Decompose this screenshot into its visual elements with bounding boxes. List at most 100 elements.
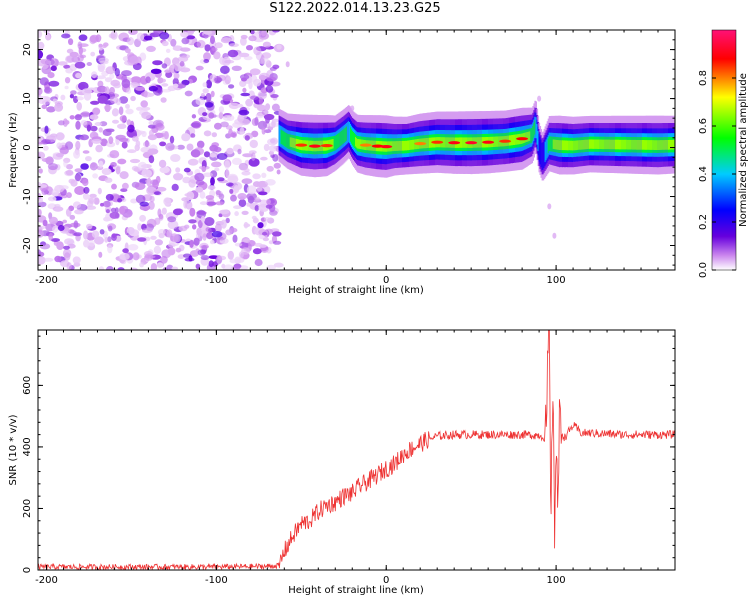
- noise-blob: [38, 209, 42, 217]
- noise-blob: [190, 149, 201, 158]
- noise-blob: [184, 224, 190, 229]
- ridge-band: [669, 139, 671, 150]
- ridge-band: [582, 140, 584, 150]
- noise-blob: [261, 109, 269, 116]
- noise-region: [38, 30, 557, 270]
- noise-blob: [203, 172, 213, 178]
- ridge-band: [651, 140, 654, 150]
- noise-blob: [171, 266, 179, 270]
- ridge-band: [510, 135, 512, 146]
- noise-blob: [199, 242, 209, 250]
- noise-blob: [159, 166, 170, 174]
- ridge-band: [446, 137, 449, 148]
- ridge-band: [634, 139, 636, 150]
- noise-blob: [82, 178, 89, 187]
- ridge-band: [526, 132, 528, 142]
- noise-blob: [170, 154, 181, 162]
- ridge-band: [278, 124, 281, 146]
- noise-blob: [195, 97, 206, 106]
- x-tick-label: -200: [35, 575, 58, 586]
- noise-blob: [154, 239, 163, 246]
- noise-blob: [51, 188, 59, 197]
- noise-blob: [185, 200, 193, 210]
- noise-blob: [232, 122, 243, 128]
- noise-blob: [197, 220, 203, 229]
- noise-blob: [196, 140, 205, 149]
- ridge-band: [497, 136, 500, 147]
- noise-blob: [55, 132, 65, 141]
- noise-blob: [105, 193, 114, 201]
- ridge-band: [635, 139, 637, 150]
- noise-blob: [169, 64, 178, 74]
- noise-blob: [167, 220, 179, 230]
- noise-blob: [66, 55, 77, 63]
- ridge-band: [335, 135, 338, 150]
- noise-blob: [110, 207, 117, 213]
- ridge-band: [545, 139, 548, 161]
- noise-blob: [108, 33, 116, 39]
- noise-blob: [234, 211, 239, 217]
- ridge-band: [569, 140, 571, 151]
- noise-blob: [105, 209, 110, 214]
- y-tick-label: 0: [22, 144, 33, 150]
- x-tick-label: -100: [205, 275, 228, 286]
- noise-blob: [262, 237, 269, 242]
- ridge-band: [541, 142, 544, 171]
- noise-blob: [62, 248, 72, 258]
- ridge-band: [666, 140, 669, 150]
- noise-blob: [264, 217, 271, 222]
- noise-blob: [219, 209, 230, 215]
- noise-blob: [224, 160, 231, 170]
- noise-blob: [261, 172, 267, 178]
- noise-blob: [89, 34, 99, 43]
- ridge-band: [496, 136, 499, 147]
- ridge-band: [556, 140, 559, 150]
- noise-blob: [47, 163, 58, 171]
- ridge-band: [658, 140, 661, 150]
- noise-blob: [214, 77, 223, 83]
- ridge-band: [598, 139, 601, 149]
- noise-blob: [214, 167, 220, 172]
- ridge-band: [295, 138, 298, 149]
- noise-blob: [234, 242, 243, 247]
- x-tick-label: 0: [383, 275, 389, 286]
- noise-blob: [203, 59, 210, 63]
- ridge-band: [644, 140, 647, 150]
- noise-blob: [146, 45, 156, 53]
- noise-blob: [143, 35, 153, 41]
- noise-blob: [152, 60, 163, 66]
- noise-blob: [186, 35, 196, 40]
- ridge-band: [355, 137, 357, 147]
- ridge-band: [284, 132, 287, 147]
- noise-blob: [160, 78, 166, 83]
- ridge-band: [567, 140, 569, 151]
- noise-blob: [92, 173, 98, 179]
- ridge-band: [410, 140, 412, 150]
- noise-blob: [38, 256, 46, 265]
- noise-blob: [239, 127, 245, 135]
- noise-blob: [204, 217, 215, 226]
- noise-blob: [273, 262, 284, 268]
- ridge-band: [354, 133, 356, 148]
- ridge-band: [536, 124, 539, 145]
- noise-blob: [54, 101, 63, 107]
- ridge-band: [412, 139, 414, 150]
- noise-blob: [41, 139, 51, 144]
- noise-blob: [52, 225, 59, 233]
- ridge-band: [427, 137, 429, 148]
- noise-blob: [69, 214, 76, 220]
- noise-blob: [136, 106, 143, 111]
- ridge-band: [408, 140, 410, 151]
- ridge-band: [288, 134, 291, 150]
- noise-blob: [248, 158, 260, 167]
- noise-blob: [175, 167, 181, 173]
- noise-blob: [209, 153, 217, 158]
- noise-blob: [226, 147, 234, 155]
- noise-blob: [104, 86, 110, 95]
- noise-blob: [183, 31, 189, 38]
- noise-blob: [266, 199, 271, 205]
- noise-blob: [167, 216, 177, 223]
- noise-blob: [204, 101, 214, 108]
- noise-blob: [73, 220, 79, 229]
- noise-blob: [109, 86, 115, 95]
